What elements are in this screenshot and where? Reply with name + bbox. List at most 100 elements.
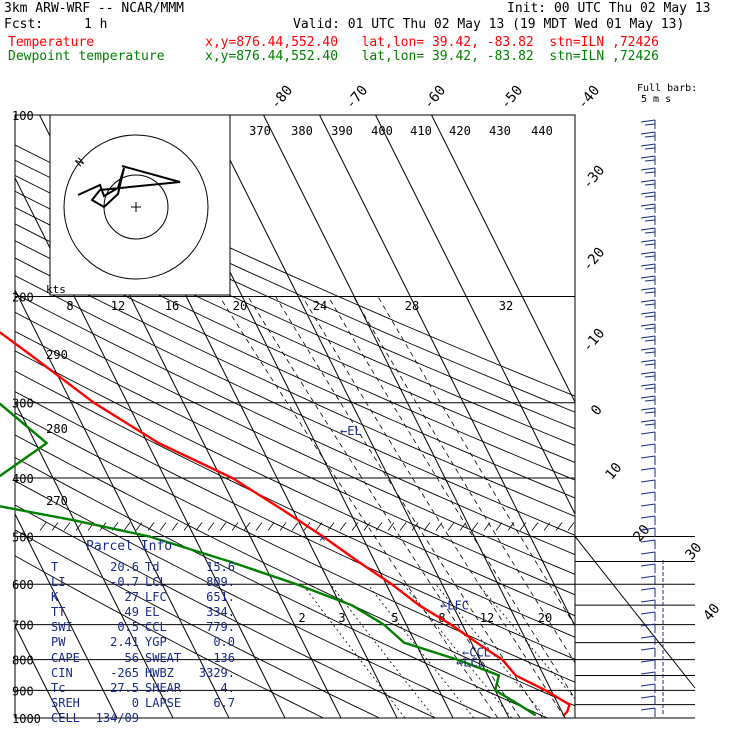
wind-barb-flag: [640, 191, 656, 195]
wind-barb-flag: [640, 167, 656, 171]
dry-adiabat-line: [15, 434, 575, 707]
temperature-station-info: x,y=876.44,552.40 lat,lon= 39.42, -83.82…: [205, 35, 659, 50]
parcel-row: TT 49 EL 334.: [51, 605, 241, 620]
parcel-key: LI: [51, 575, 73, 590]
hatch-mark: [135, 522, 143, 531]
wind-barb-flag: [644, 387, 656, 390]
wind-barb-flag: [644, 315, 656, 318]
hatch-mark: [471, 522, 479, 531]
mixing-ratio-label: 5: [391, 611, 398, 625]
hatch-mark: [183, 522, 191, 531]
hatch-mark: [411, 522, 419, 531]
dry-adiabat-line: [15, 350, 575, 617]
wind-barb-flag: [640, 551, 656, 555]
wind-barb-flag: [644, 219, 656, 222]
wind-barb-flag: [640, 491, 656, 495]
parcel-key: Tc: [51, 680, 73, 695]
parcel-key: SHEAR: [145, 680, 182, 695]
parcel-marker: ✕: [319, 531, 326, 544]
valid-time: Valid: 01 UTC Thu 02 May 13 (19 MDT Wed …: [293, 17, 685, 32]
wind-barb-flag: [640, 299, 656, 303]
hatch-mark: [231, 522, 239, 531]
mixing-ratio-line: [367, 583, 475, 718]
parcel-row: CELL 134/09: [51, 711, 241, 726]
moist-adiabat-line: [301, 296, 566, 718]
hatch-mark: [363, 522, 371, 531]
parcel-value: 0.5: [117, 620, 139, 635]
wind-barb-flag: [640, 527, 656, 531]
barb-legend-line1: Full barb:: [637, 83, 698, 94]
isotherm-label: -40: [575, 83, 604, 113]
wind-barb-flag: [644, 159, 656, 162]
dry-adiabat-line: [15, 529, 380, 718]
wind-barb-flag: [644, 267, 656, 270]
parcel-key: CCL: [145, 620, 167, 635]
dry-adiabat-line: [15, 370, 575, 638]
parcel-value: 2.41: [110, 635, 139, 650]
wind-barb-flag: [644, 363, 656, 366]
hatch-mark: [255, 522, 263, 531]
isotherm-label: -60: [421, 83, 450, 113]
isotherm-label: -50: [498, 83, 527, 113]
isotherm-line: [207, 115, 510, 718]
wind-barb-flag: [640, 395, 656, 399]
dry-adiabat-line: [15, 480, 492, 718]
hatch-mark: [51, 522, 59, 531]
isotherm-label: 10: [602, 460, 625, 483]
wind-barb-flag: [640, 695, 656, 699]
wind-barb-flag: [640, 443, 656, 447]
parcel-row: Tc 27.5 SHEAR 4.: [51, 681, 241, 696]
parcel-row: LI -0.7 LCL 809.: [51, 575, 241, 590]
theta-label: 400: [371, 124, 393, 138]
parcel-key: LCL: [145, 575, 167, 590]
wind-barb-flag: [640, 455, 656, 459]
wind-barb-flag: [640, 275, 656, 279]
wind-barb-flag: [640, 575, 656, 579]
hatch-mark: [459, 522, 467, 531]
parcel-key: LAPSE: [145, 695, 182, 710]
hodograph-outer-ring: [63, 134, 209, 280]
wind-barb-flag: [640, 707, 656, 711]
parcel-value: 27: [124, 590, 139, 605]
dry-adiabat-line: [15, 311, 575, 575]
dry-adiabat-line: [15, 391, 575, 660]
wind-barb-flag: [640, 515, 656, 519]
parcel-row: T 20.6 Td 15.6: [51, 560, 241, 575]
moist-adiabat-line: [247, 296, 521, 718]
wind-barb-flag: [640, 311, 656, 315]
wind-barb-flag: [644, 147, 656, 150]
parcel-row: CAPE 56 SWEAT 136: [51, 651, 241, 666]
hatch-mark: [435, 522, 443, 531]
parcel-value: 15.6: [206, 560, 235, 574]
parcel-key: TT: [51, 605, 73, 620]
mixing-ratio-label: 12: [480, 611, 494, 625]
hatch-mark: [495, 522, 503, 531]
pressure-tick-label: 300: [12, 397, 34, 411]
wind-barb-flag: [640, 611, 656, 615]
wind-barb-flag: [640, 431, 656, 435]
isotherm-line: [15, 512, 118, 718]
wind-barb-flag: [640, 467, 656, 471]
level-annotation: ←LCL: [456, 655, 485, 669]
wind-barb-flag: [644, 231, 656, 234]
dry-adiabat-line: [15, 555, 324, 718]
moist-adiabat-line: [219, 296, 499, 718]
parcel-value: 6.7: [213, 695, 235, 710]
dewpoint-station-info: x,y=876.44,552.40 lat,lon= 39.42, -83.82…: [205, 49, 659, 64]
isotherm-line: [319, 115, 575, 628]
hatch-mark: [543, 522, 551, 531]
hatch-mark: [147, 522, 155, 531]
parcel-key: PW: [51, 635, 73, 650]
wind-barb-flag: [640, 359, 656, 363]
parcel-row: PW 2.41 YGP 0.0: [51, 635, 241, 650]
pressure-tick-label: 800: [12, 654, 34, 668]
parcel-key: K: [51, 590, 66, 605]
isotherm-line: [0, 115, 5, 718]
wind-barb-flag: [640, 119, 656, 123]
theta-side-label: 280: [46, 422, 68, 436]
dry-adiabat-line: [15, 504, 436, 718]
parcel-value: 334.: [206, 605, 235, 620]
wind-barb-flag: [644, 171, 656, 174]
hatch-mark: [351, 522, 359, 531]
parcel-value: 779.: [206, 620, 235, 635]
